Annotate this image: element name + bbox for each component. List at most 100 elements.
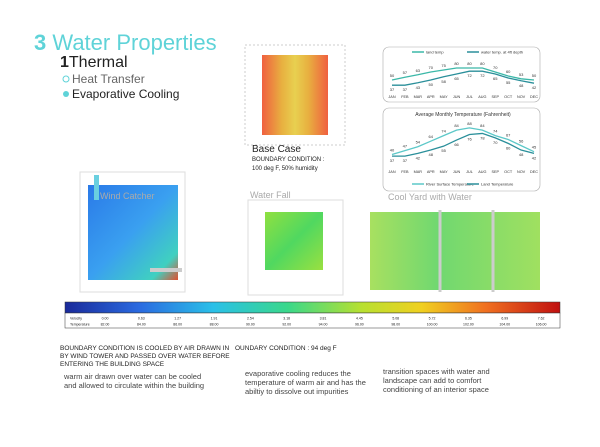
data-label: 64 [429,134,434,139]
data-label: 75 [441,63,446,68]
panel-label: Water Fall [250,190,291,200]
data-label: 72 [480,73,485,78]
option: Heat Transfer [72,72,145,86]
caption: transition spaces with water and landsca… [383,367,490,394]
data-label: 70 [493,140,498,145]
data-label: 67 [506,133,511,138]
data-label: 63 [416,68,421,73]
colorbar-value: 5.72 [429,317,436,321]
data-label: 66 [454,142,459,147]
note: BOUNDARY CONDITION IS COOLED BY AIR DRAW… [60,345,230,368]
colorbar-value: 6.35 [465,317,472,321]
colorbar-value: 94.00 [319,323,328,327]
colorbar-value: 82.00 [101,323,110,327]
series-line [392,70,535,86]
base-title: Base Case [252,144,301,155]
panel-label: Cool Yard with Water [388,192,472,202]
colorbar-value: 98.00 [391,323,400,327]
chart-title: Average Monthly Temperature (Fahrenheit) [415,112,511,118]
x-tick-label: MAY [440,95,448,99]
subsection-number: 1 [60,54,69,71]
x-tick-label: MAR [414,95,423,99]
legend-label: River Surface Temperature [426,182,475,187]
data-label: 88 [467,121,472,126]
data-label: 70 [429,65,434,70]
data-label: 47 [403,144,408,149]
data-label: 65 [493,76,498,81]
colorbar-row-label: Velocity [70,317,82,321]
x-tick-label: JUL [466,95,473,99]
colorbar-value: 3.81 [320,317,327,321]
data-label: 56 [519,139,524,144]
data-label: 50 [532,73,537,78]
colorbar-value: 96.00 [355,323,364,327]
subsection: Thermal [68,54,128,71]
data-label: 55 [506,80,511,85]
data-label: 37 [403,158,408,163]
caption: warm air drawn over water can be cooled … [64,372,205,390]
title: Water Properties [52,30,217,55]
legend-label: water temp. at 4ft depth [481,50,523,55]
data-label: 42 [532,85,537,90]
data-label: 45 [532,145,537,150]
x-tick-label: DEC [530,170,538,174]
data-label: 48 [519,83,524,88]
data-label: 37 [390,158,395,163]
series-line [391,67,535,81]
x-tick-label: JAN [388,170,395,174]
data-label: 80 [467,61,472,66]
data-label: 50 [390,73,395,78]
data-label: 80 [454,61,459,66]
x-tick-label: JUN [453,170,461,174]
x-tick-label: AUG [478,170,486,174]
colorbar-value: 7.62 [538,317,545,321]
colorbar-value: 1.91 [211,317,218,321]
x-tick-label: FEB [401,95,409,99]
data-label: 84 [454,123,459,128]
base-condition: 100 deg F, 50% humidity [252,166,318,172]
data-label: 50 [429,82,434,87]
colorbar-value: 88.00 [210,323,219,327]
data-label: 42 [416,155,421,160]
panel-label: Wind Catcher [100,191,155,201]
data-label: 48 [429,152,434,157]
colorbar-value: 1.27 [174,317,181,321]
x-tick-label: SEP [491,170,499,174]
colorbar-value: 104.00 [499,323,510,327]
colorbar-value: 4.45 [356,317,363,321]
colorbar-row-label: Temperature [70,323,90,327]
data-label: 43 [416,85,421,90]
colorbar-value: 3.18 [283,317,290,321]
data-label: 58 [441,79,446,84]
colorbar-value: 90.00 [246,323,255,327]
x-tick-label: NOV [517,95,526,99]
colorbar-value: 6.99 [501,317,508,321]
colorbar-value: 106.00 [536,323,547,327]
x-tick-label: APR [427,170,435,174]
data-label: 55 [441,148,446,153]
x-tick-label: SEP [491,95,499,99]
x-tick-label: DEC [530,95,538,99]
x-tick-label: APR [427,95,435,99]
data-label: 37 [390,87,395,92]
x-tick-label: MAY [440,170,448,174]
data-label: 54 [416,140,421,145]
data-label: 74 [493,129,498,134]
data-label: 70 [493,65,498,70]
series-line [391,127,535,156]
x-tick-label: OCT [504,95,513,99]
colorbar-value: 102.00 [463,323,474,327]
data-label: 80 [480,61,485,66]
colorbar-value: 0.00 [102,317,109,321]
data-label: 72 [467,73,472,78]
x-tick-label: NOV [517,170,526,174]
data-label: 57 [403,70,408,75]
colorbar-value: 84.00 [137,323,146,327]
colorbar-value: 5.08 [392,317,399,321]
data-label: 53 [519,72,524,77]
note: OUNDARY CONDITION : 94 deg F [235,345,337,352]
x-tick-label: AUG [478,95,486,99]
x-tick-label: JUL [466,170,473,174]
data-label: 60 [506,69,511,74]
